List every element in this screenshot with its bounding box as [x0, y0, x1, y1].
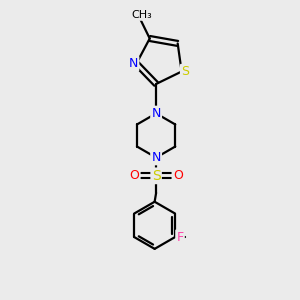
- Text: N: N: [152, 151, 161, 164]
- Text: O: O: [173, 169, 183, 182]
- Text: O: O: [129, 169, 139, 182]
- Text: N: N: [129, 57, 138, 70]
- Text: S: S: [152, 169, 161, 183]
- Text: N: N: [152, 107, 161, 120]
- Text: F: F: [176, 231, 184, 244]
- Text: S: S: [181, 65, 189, 78]
- Text: CH₃: CH₃: [132, 10, 152, 20]
